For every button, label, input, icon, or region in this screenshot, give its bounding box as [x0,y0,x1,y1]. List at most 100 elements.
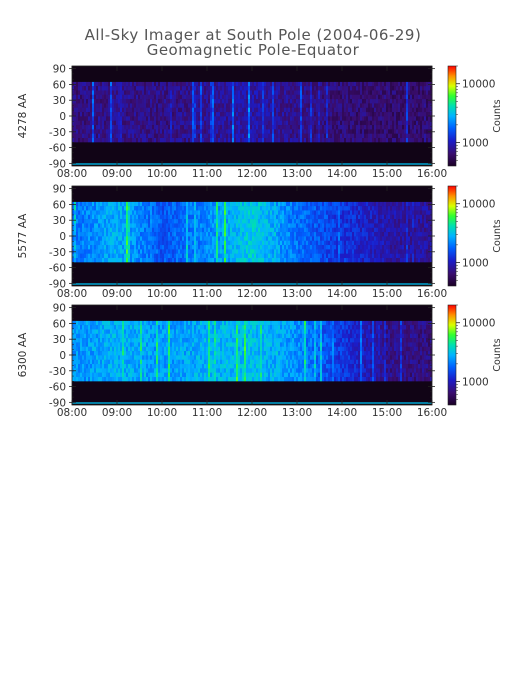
heatmap-cell [332,94,335,100]
heatmap-cell [194,253,197,259]
heatmap-cell [246,249,249,254]
heatmap-cell [336,133,339,139]
heatmap-cell [408,81,411,87]
heatmap-cell [184,257,187,263]
heatmap-cell [378,253,381,259]
heatmap-cell [84,236,87,241]
heatmap-cell [402,137,405,143]
heatmap-cell [188,214,191,220]
heatmap-cell [344,210,347,216]
heatmap-cell [142,206,145,211]
heatmap-cell [124,120,127,126]
heatmap-cell [338,94,341,100]
heatmap-cell [236,249,239,254]
heatmap-cell [316,103,319,109]
heatmap-cell [368,257,371,263]
heatmap-cell [304,257,307,263]
heatmap-cell [252,253,255,259]
heatmap-cell [272,133,275,139]
heatmap-cell [238,223,241,229]
heatmap-cell [116,201,119,207]
heatmap-cell [242,245,245,250]
heatmap-cell [188,257,191,263]
heatmap-cell [418,116,421,121]
heatmap-cell [104,210,107,216]
heatmap-cell [308,223,311,229]
heatmap-cell [180,214,183,220]
heatmap-cell [226,249,229,254]
heatmap-cell [358,201,361,207]
heatmap-cell [162,236,165,241]
heatmap-cell [172,210,175,216]
heatmap-cell [222,253,225,259]
heatmap-cell [160,81,163,87]
heatmap-cell [82,245,85,250]
heatmap-cell [284,201,287,207]
heatmap-cell [414,99,417,104]
heatmap-cell [310,133,313,139]
heatmap-cell [272,249,275,254]
heatmap-cell [366,210,369,216]
heatmap-cell [284,232,287,237]
heatmap-cell [252,133,255,139]
heatmap-cell [124,99,127,104]
heatmap-cell [240,240,243,246]
heatmap-cell [370,223,373,229]
heatmap-cell [274,249,277,254]
heatmap-cell [416,90,419,96]
heatmap-cell [294,214,297,220]
heatmap-cell [104,81,107,87]
heatmap-cell [336,236,339,241]
heatmap-cell [418,94,421,100]
heatmap-cell [332,240,335,246]
heatmap-cell [302,253,305,259]
heatmap-cell [308,99,311,104]
heatmap-cell [102,227,105,233]
heatmap-cell [138,107,141,113]
heatmap-cell [178,99,181,104]
heatmap-cell [420,116,423,121]
heatmap-cell [190,125,193,130]
heatmap-cell [158,112,161,117]
heatmap-cell [290,120,293,126]
heatmap-cell [290,236,293,241]
heatmap-cell [374,112,377,117]
heatmap-cell [314,236,317,241]
heatmap-cell [154,129,157,134]
heatmap-cell [262,90,265,96]
heatmap-cell [204,232,207,237]
heatmap-cell [88,214,91,220]
heatmap-cell [402,103,405,109]
heatmap-cell [354,99,357,104]
heatmap-cell [132,249,135,254]
heatmap-cell [294,137,297,143]
heatmap-cell [88,137,91,143]
heatmap-cell [110,120,113,126]
heatmap-cell [182,99,185,104]
heatmap-cell [330,245,333,250]
heatmap-cell [120,227,123,233]
heatmap-cell [330,129,333,134]
heatmap-cell [298,90,301,96]
heatmap-cell [250,112,253,117]
heatmap-cell [188,116,191,121]
heatmap-cell [286,129,289,134]
heatmap-cell [280,245,283,250]
heatmap-cell [240,133,243,139]
heatmap-cell [300,103,303,109]
heatmap-cell [156,227,159,233]
heatmap-cell [320,210,323,216]
heatmap-cell [114,210,117,216]
heatmap-cell [104,201,107,207]
heatmap-cell [332,227,335,233]
heatmap-cell [370,133,373,139]
heatmap-cell [128,112,131,117]
heatmap-cell [182,201,185,207]
heatmap-cell [174,112,177,117]
heatmap-cell [344,236,347,241]
heatmap-cell [262,219,265,224]
heatmap-cell [338,201,341,207]
heatmap-cell [374,81,377,87]
heatmap-cell [430,116,433,121]
